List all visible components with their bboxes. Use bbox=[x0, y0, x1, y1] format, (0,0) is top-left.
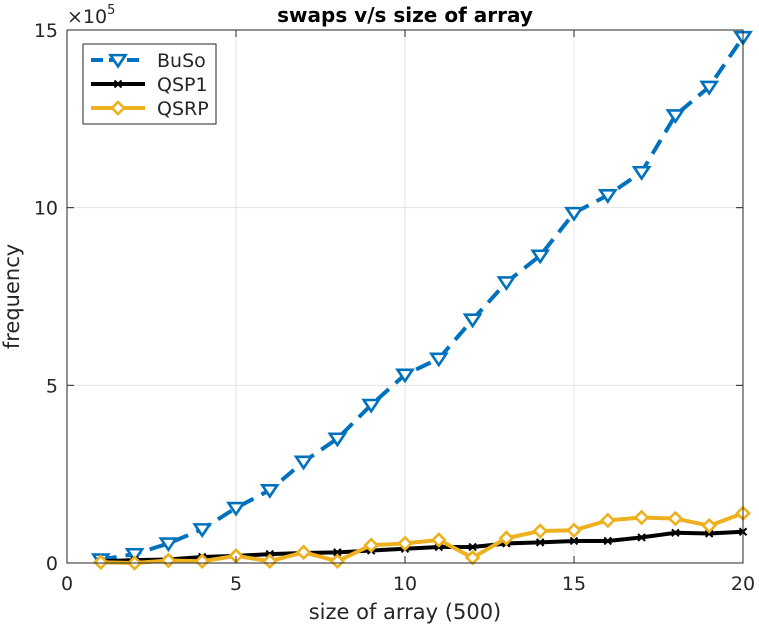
legend-item-qsp1[interactable]: QSP1 bbox=[91, 74, 208, 96]
y-tick-label: 0 bbox=[46, 553, 58, 575]
data-point-qsrp bbox=[329, 553, 346, 570]
data-point-qsp1 bbox=[468, 542, 477, 552]
y-exponent-base: ×10 bbox=[67, 6, 107, 28]
data-point-buso bbox=[327, 432, 348, 448]
legend-marker bbox=[110, 100, 126, 116]
data-point-buso bbox=[564, 206, 584, 222]
data-point-buso bbox=[631, 165, 652, 181]
data-point-qsp1 bbox=[535, 538, 545, 547]
data-point-qsrp bbox=[498, 530, 515, 546]
data-point-qsrp bbox=[667, 510, 684, 527]
data-point-qsrp bbox=[363, 537, 380, 554]
x-axis-label: size of array (500) bbox=[309, 600, 502, 624]
x-tick-label: 0 bbox=[61, 573, 73, 595]
data-point-qsrp bbox=[397, 535, 413, 552]
data-point-qsp1 bbox=[333, 548, 342, 557]
data-point-buso bbox=[158, 537, 179, 553]
plot-series bbox=[90, 30, 753, 571]
ticks: 0 5 10 15 20 0 5 10 15 bbox=[34, 20, 755, 595]
data-point-buso bbox=[395, 368, 415, 384]
legend-marker bbox=[113, 79, 123, 89]
y-tick-label: 10 bbox=[34, 198, 58, 220]
data-point-qsrp bbox=[599, 512, 616, 529]
data-point-buso bbox=[428, 352, 449, 368]
data-point-buso bbox=[665, 109, 686, 124]
data-point-qsp1 bbox=[671, 528, 680, 538]
data-point-buso bbox=[597, 189, 618, 204]
data-point-buso bbox=[192, 523, 213, 538]
data-point-buso bbox=[226, 501, 246, 517]
legend-item-buso[interactable]: BuSo bbox=[91, 50, 206, 72]
legend-label: QSRP bbox=[157, 98, 209, 120]
x-tick-label: 10 bbox=[393, 573, 417, 595]
data-point-qsp1 bbox=[569, 536, 579, 546]
x-tick-label: 15 bbox=[562, 573, 586, 595]
legend-item-qsrp[interactable]: QSRP bbox=[91, 98, 209, 120]
y-tick-label: 5 bbox=[46, 375, 58, 397]
legend-label: BuSo bbox=[157, 50, 206, 72]
legend-label: QSP1 bbox=[157, 74, 208, 96]
data-point-qsrp bbox=[532, 523, 549, 539]
x-tick-label: 20 bbox=[731, 573, 755, 595]
data-point-buso bbox=[462, 313, 483, 329]
data-point-qsrp bbox=[566, 522, 582, 539]
data-point-buso bbox=[293, 455, 314, 471]
data-point-qsrp bbox=[92, 554, 109, 571]
data-point-buso bbox=[124, 547, 145, 563]
y-exponent-power: 5 bbox=[107, 3, 115, 18]
data-point-buso bbox=[699, 80, 720, 96]
data-point-buso bbox=[496, 276, 517, 292]
data-point-buso bbox=[361, 398, 382, 414]
legend-marker bbox=[108, 53, 128, 69]
data-point-qsrp bbox=[464, 549, 481, 566]
data-point-qsrp bbox=[261, 553, 278, 570]
data-point-buso bbox=[259, 483, 280, 499]
x-tick-label: 5 bbox=[230, 573, 242, 595]
data-point-buso bbox=[530, 249, 551, 265]
data-point-qsrp bbox=[295, 544, 312, 561]
data-point-qsp1 bbox=[637, 533, 646, 542]
chart-title: swaps v/s size of array bbox=[277, 3, 533, 27]
y-axis-label: frequency bbox=[0, 244, 24, 349]
y-tick-label: 15 bbox=[34, 20, 58, 42]
y-exponent-label: ×105 bbox=[67, 3, 115, 28]
data-point-qsrp bbox=[430, 532, 447, 548]
series-line-qsp1 bbox=[100, 529, 744, 564]
data-point-qsrp bbox=[701, 517, 718, 534]
data-point-qsp1 bbox=[603, 536, 613, 546]
data-point-qsrp bbox=[194, 553, 211, 570]
series-qsrp bbox=[92, 505, 751, 571]
data-point-qsrp bbox=[160, 552, 177, 569]
data-point-qsrp bbox=[633, 509, 650, 526]
